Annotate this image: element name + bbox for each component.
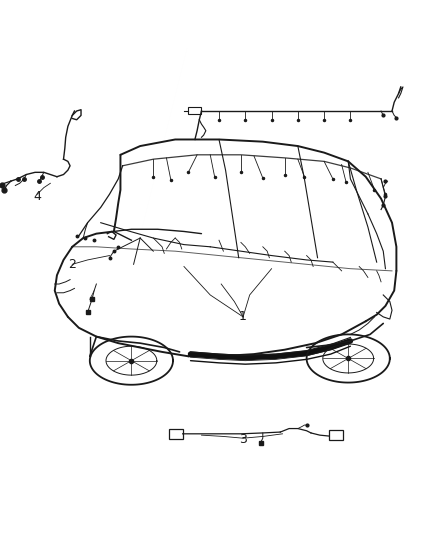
Text: 1: 1: [239, 310, 247, 324]
Bar: [329, 430, 343, 440]
Text: 4: 4: [33, 190, 41, 203]
Text: 3: 3: [239, 433, 247, 446]
Bar: [169, 429, 183, 439]
Text: 2: 2: [68, 258, 76, 271]
Bar: [188, 107, 201, 114]
